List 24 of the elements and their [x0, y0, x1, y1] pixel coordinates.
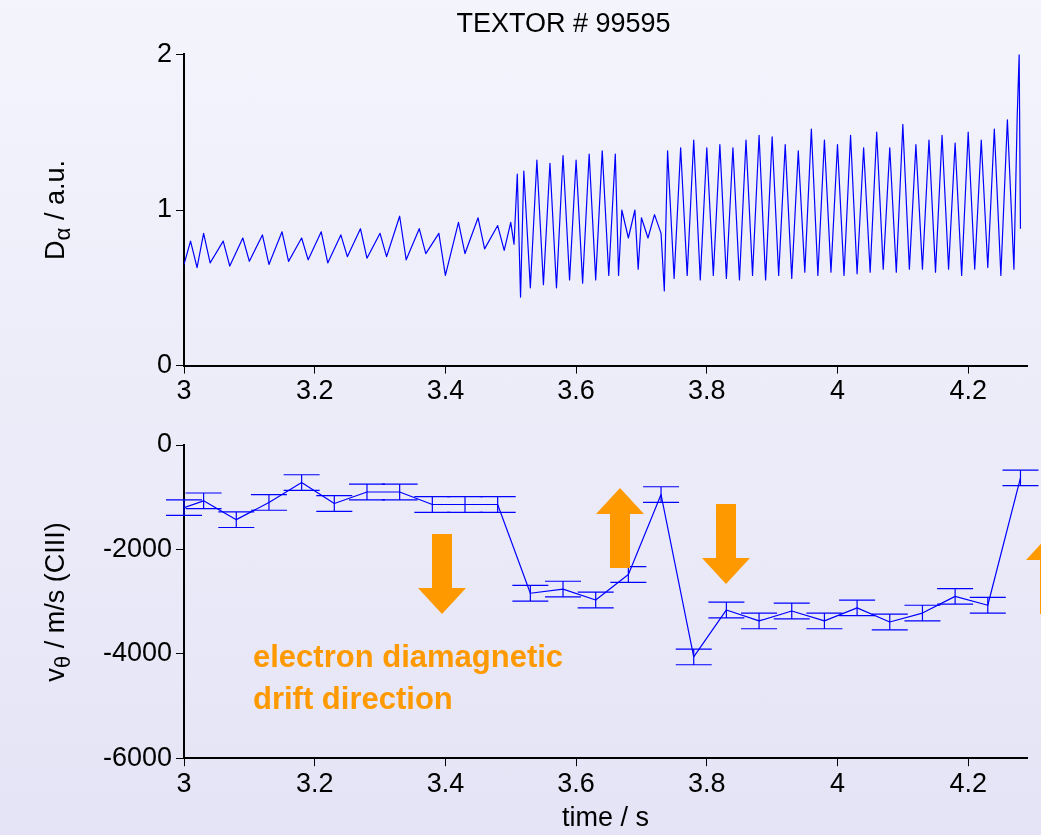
y-tick-label: 1: [156, 193, 172, 224]
x-tick-label: 3.2: [295, 375, 334, 406]
chart-title: TEXTOR # 99595: [456, 7, 671, 38]
y-tick-label: 2: [156, 37, 172, 68]
annotation: electron diamagnetic drift direction: [253, 638, 565, 718]
x-tick-label: 3.6: [557, 375, 595, 406]
y-tick-label: -6000: [102, 741, 172, 772]
x-tick-label: 4.2: [949, 375, 987, 406]
x-tick-label: 4: [829, 767, 845, 798]
y-tick-label: -2000: [102, 532, 172, 563]
x-tick-label: 3.4: [426, 767, 465, 798]
x-axis-title: time / s: [561, 802, 650, 833]
x-tick-label: 3: [176, 767, 192, 798]
x-tick-label: 3.8: [688, 767, 726, 798]
y-tick-label: 0: [156, 349, 172, 380]
x-tick-label: 3.4: [426, 375, 465, 406]
x-tick-label: 4.2: [949, 767, 987, 798]
x-tick-label: 3.8: [688, 375, 726, 406]
x-tick-label: 4: [829, 375, 845, 406]
x-tick-label: 3.6: [557, 767, 595, 798]
x-tick-label: 3.2: [295, 767, 334, 798]
x-tick-label: 3: [176, 375, 192, 406]
y-tick-label: 0: [156, 428, 172, 459]
y-tick-label: -4000: [102, 637, 172, 668]
